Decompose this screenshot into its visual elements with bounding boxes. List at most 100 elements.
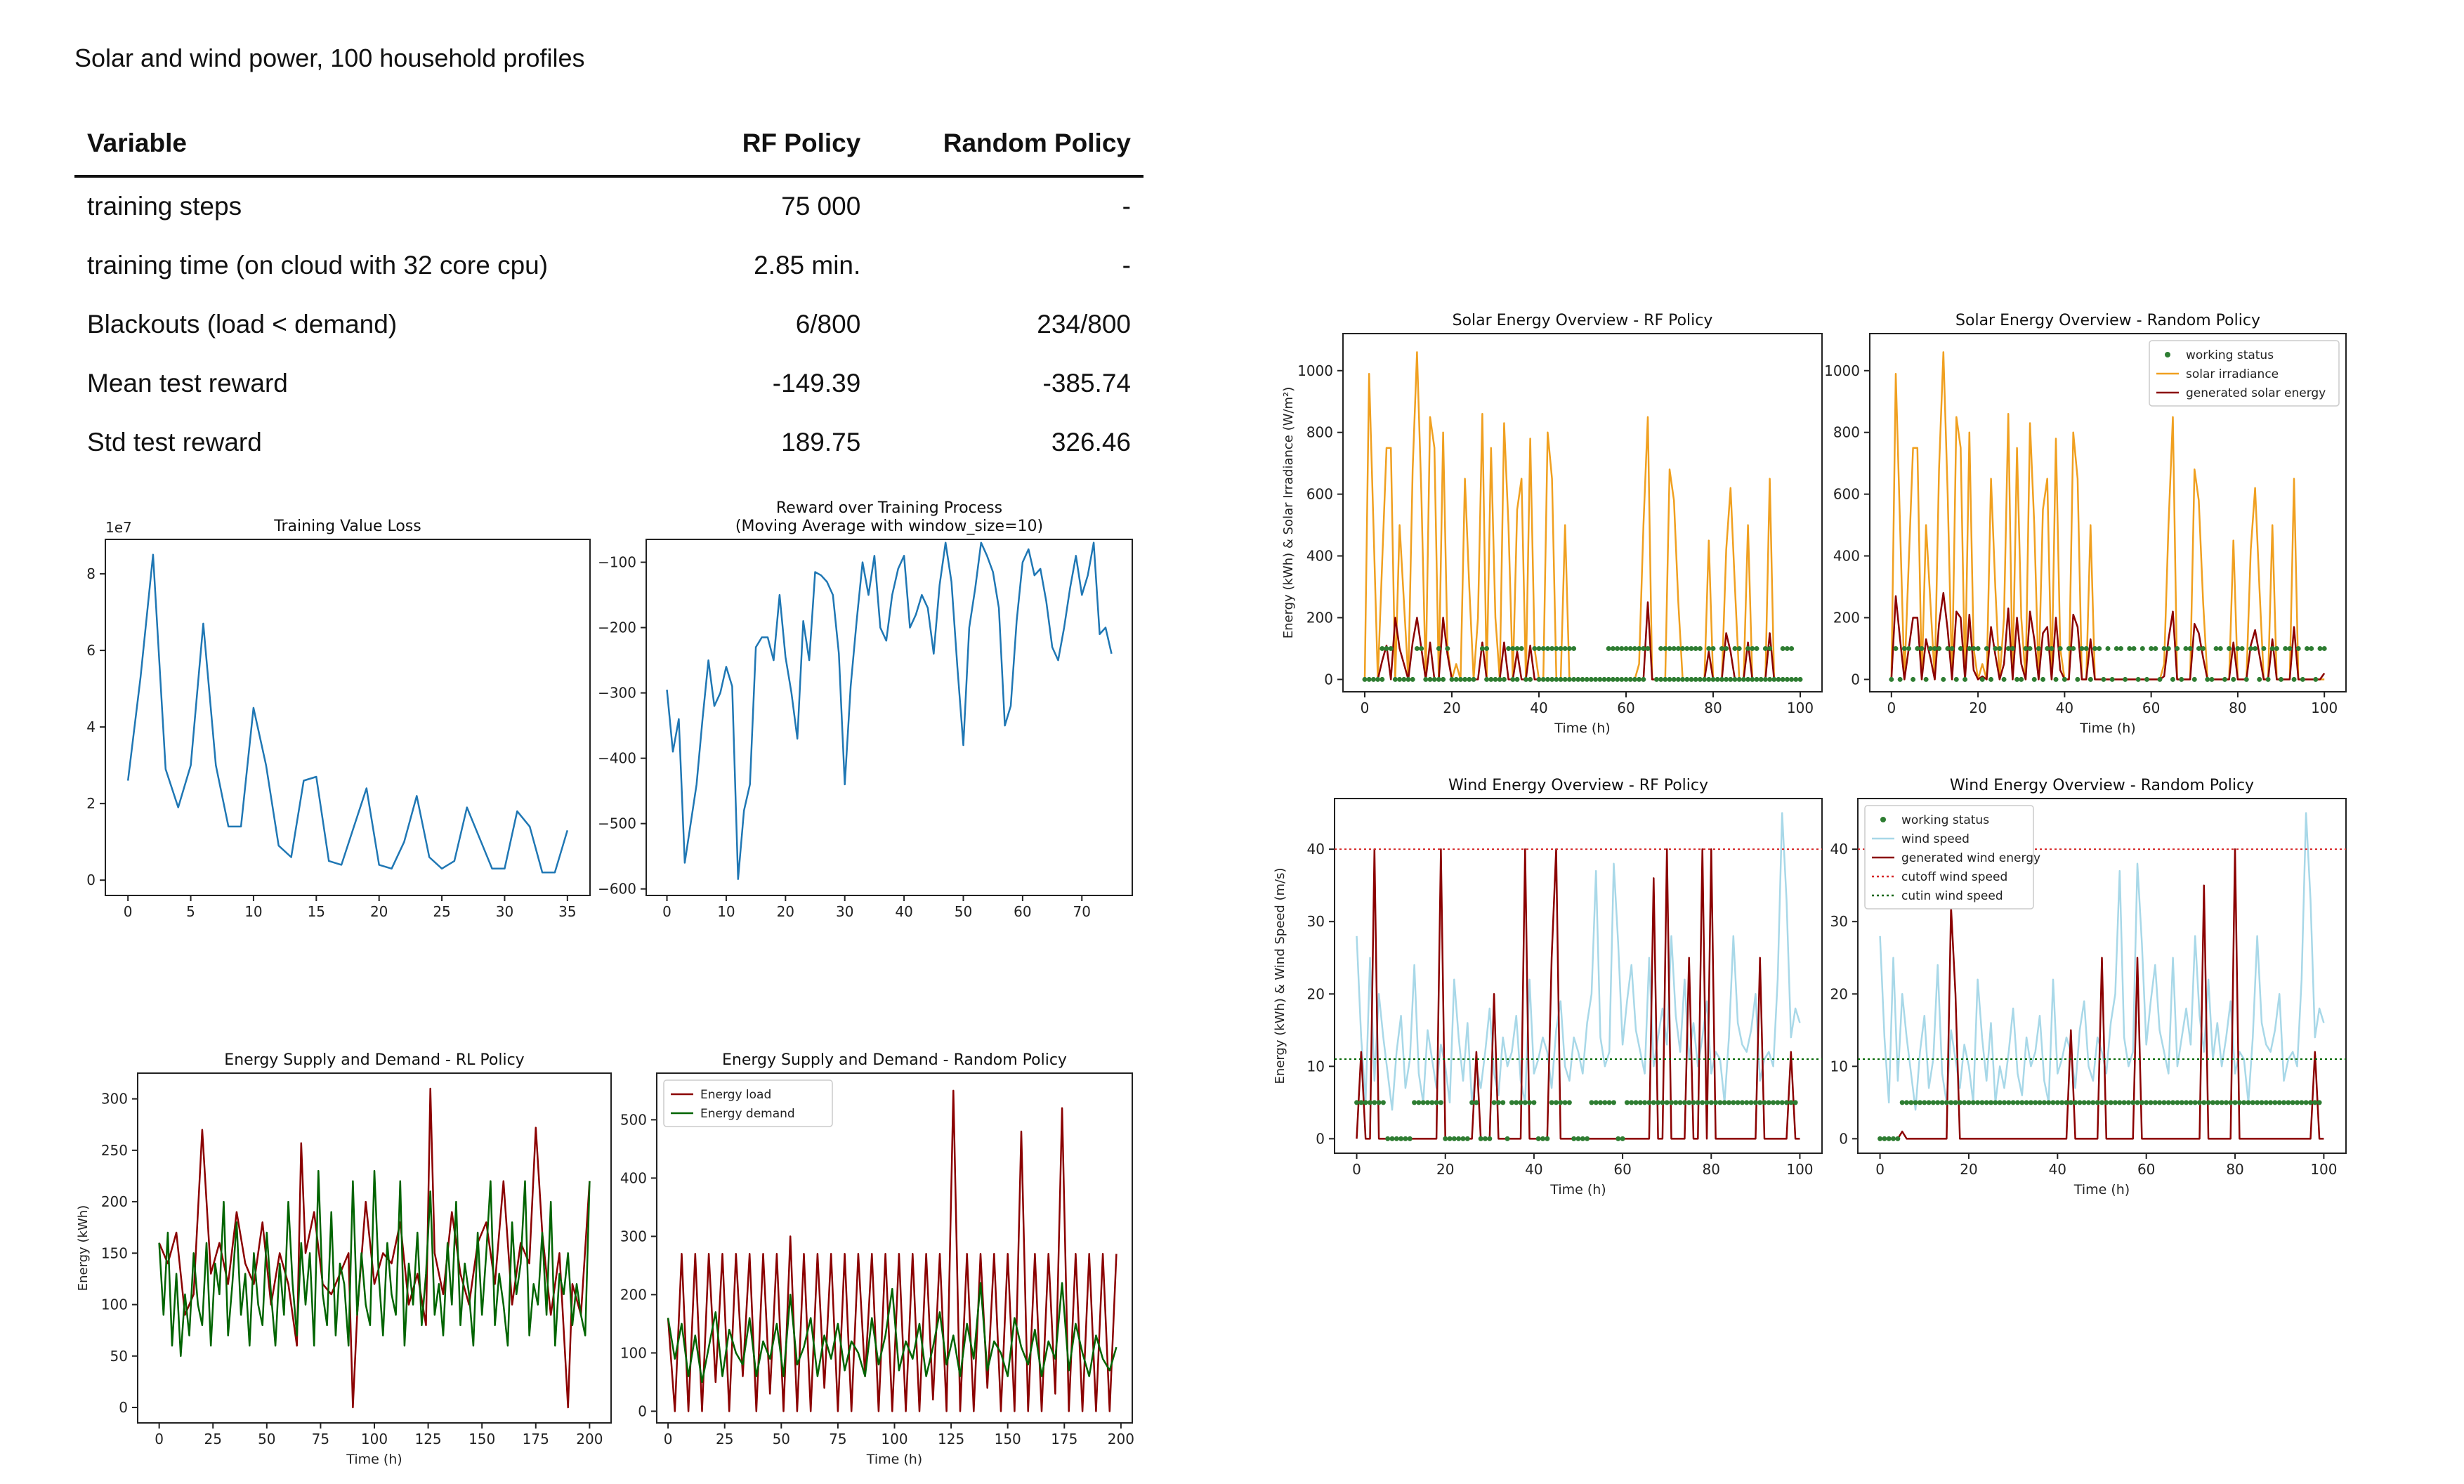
data-point [1689,645,1694,651]
x-tick-label: 20 [777,903,794,920]
data-point [2117,1100,2123,1105]
data-point [1510,676,1516,682]
data-point [1667,676,1672,682]
data-point [2028,1100,2033,1105]
data-point [2121,1100,2127,1105]
y-tick-label: 30 [1830,913,1848,930]
data-point [1558,1100,1564,1105]
x-tick-label: 0 [124,903,133,920]
table-row: Blackouts (load < demand) 6/800 234/800 [74,296,1143,355]
header-rf-policy: RF Policy [690,116,874,178]
series-line [158,1169,591,1358]
x-tick-label: 20 [1969,700,1986,716]
data-point [2077,1100,2083,1105]
data-point [2045,645,2050,651]
x-tick-label: 0 [155,1431,164,1447]
data-point [1766,1100,1771,1105]
data-point [2112,1100,2118,1105]
data-point [1754,676,1759,682]
data-point [1597,676,1603,682]
y-tick-label: 400 [1833,548,1860,565]
data-point [2005,645,2011,651]
data-point [1619,645,1625,651]
data-point [1354,1100,1360,1105]
x-tick-label: 20 [1436,1161,1454,1178]
data-point [1750,645,1755,651]
data-point [1610,645,1616,651]
data-point [1505,1136,1510,1141]
data-point [2157,676,2163,682]
data-point [2313,676,2319,682]
data-point [1623,676,1629,682]
data-point [1467,676,1472,682]
x-tick-label: 125 [938,1431,964,1447]
data-point [1451,1136,1457,1141]
table-cell: 234/800 [1037,310,1131,339]
data-point [1566,1100,1572,1105]
data-point [2062,676,2067,682]
data-point [2223,1100,2229,1105]
data-point [2295,645,2301,651]
plot-frame [1342,333,1823,692]
data-point [1691,1100,1696,1105]
x-tick-label: 0 [1887,700,1896,716]
table-cell: 75 000 [781,192,861,221]
y-axis-label: Energy (kWh) [76,1205,91,1291]
data-point [2024,1100,2029,1105]
data-point [1653,676,1659,682]
data-point [1979,1100,1985,1105]
data-point [1771,1100,1776,1105]
data-point [1575,676,1581,682]
y-tick-label: 40 [1830,841,1848,858]
data-point [2196,645,2201,651]
data-point [2228,1100,2234,1105]
x-tick-label: 150 [468,1431,495,1447]
x-tick-label: 10 [717,903,735,920]
x-tick-label: 15 [308,903,325,920]
legend-label: generated solar energy [2186,386,2326,400]
data-point [2104,1100,2109,1105]
data-point [1589,1100,1594,1105]
data-point [1642,1100,1648,1105]
data-point [1966,1100,1972,1105]
data-point [1937,645,1942,651]
y-tick-label: 600 [1833,486,1860,503]
data-point [1979,676,1985,682]
y-tick-label: 500 [620,1111,647,1128]
data-point [1497,676,1502,682]
data-point [2253,645,2258,651]
y-tick-label: 100 [620,1344,647,1361]
data-point [1658,645,1664,651]
x-tick-label: 80 [2229,700,2246,716]
data-point [1713,1100,1719,1105]
data-point [1629,1100,1634,1105]
data-point [2303,1100,2309,1105]
data-point [1731,1100,1736,1105]
data-point [1967,645,1972,651]
data-point [1637,676,1642,682]
data-point [1632,645,1637,651]
table-cell: - [1122,192,1131,221]
data-point [1401,676,1407,682]
y-tick-label: 10 [1830,1058,1848,1075]
data-point [2191,676,2197,682]
chart-title: Solar Energy Overview - RF Policy [1453,312,1713,329]
data-point [1540,1136,1546,1141]
data-point [2175,1100,2180,1105]
data-point [1724,645,1729,651]
data-point [2010,1100,2016,1105]
data-point [2290,1100,2295,1105]
series-line [666,541,1113,880]
data-point [1953,676,1959,682]
y-axis-label: Energy (kWh) & Solar Irradiance (W/m²) [1281,387,1296,639]
data-point [2075,676,2080,682]
data-point [2149,645,2154,651]
data-point [1997,645,2003,651]
data-point [1744,1100,1750,1105]
data-point [1566,676,1572,682]
data-point [2152,1100,2158,1105]
data-point [1532,645,1538,651]
x-tick-label: 0 [664,1431,673,1447]
